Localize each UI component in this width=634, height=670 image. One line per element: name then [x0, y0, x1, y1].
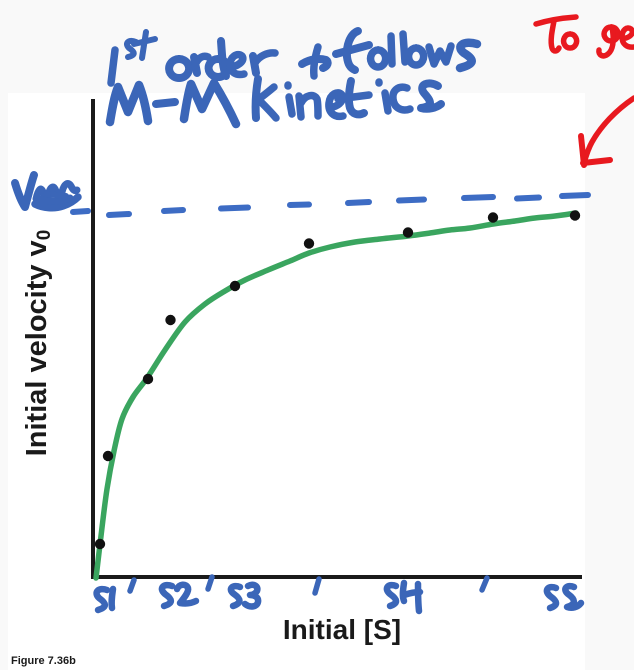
svg-text:Figure 7.36b: Figure 7.36b: [11, 655, 76, 667]
svg-text:Initial velocity v0: Initial velocity v0: [21, 230, 55, 457]
svg-text:Initial [S]: Initial [S]: [283, 614, 401, 645]
